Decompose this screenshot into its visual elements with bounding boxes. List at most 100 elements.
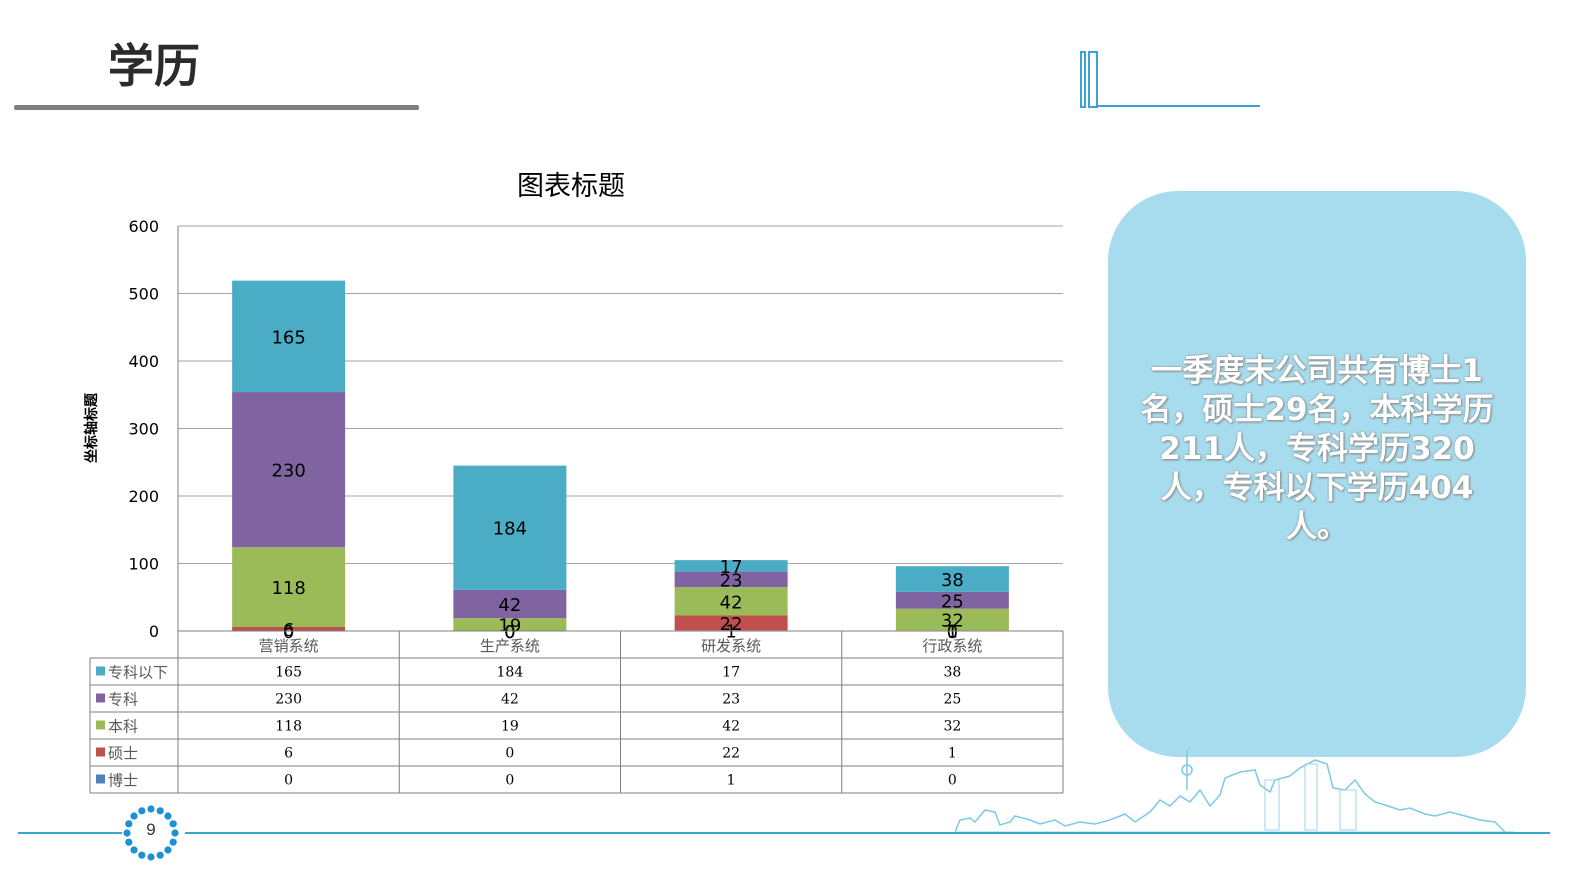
data-label: 0: [504, 622, 515, 643]
bar-segment: [232, 547, 346, 627]
y-tick-label: 300: [128, 420, 159, 439]
bar-segment: [232, 392, 346, 548]
table-cell: 22: [722, 746, 740, 762]
badge-dot: [169, 838, 177, 846]
badge-dot: [130, 846, 138, 854]
city-skyline-illustration: [955, 750, 1515, 833]
category-label: 生产系统: [480, 637, 540, 655]
page-number: 9: [146, 820, 156, 839]
footer-line-left: [18, 832, 122, 834]
y-axis-title: 坐标轴标题: [83, 392, 100, 463]
badge-dot: [130, 812, 138, 820]
data-label: 42: [498, 595, 521, 616]
bar-segment: [232, 626, 346, 631]
info-box: 一季度末公司共有博士1名，硕士29名，本科学历211人，专科学历320人，专科以…: [1108, 191, 1526, 757]
bar-segment: [895, 608, 1009, 631]
legend-key: [96, 666, 105, 676]
data-label: 0: [283, 622, 294, 643]
data-label: 118: [271, 578, 305, 599]
y-tick-label: 400: [128, 352, 159, 371]
decorative-bracket: [1080, 51, 1260, 108]
badge-dot: [138, 851, 146, 859]
table-cell: 1: [948, 746, 957, 762]
category-label: 行政系统: [922, 637, 982, 655]
legend-label: 硕士: [108, 745, 138, 763]
y-tick-label: 100: [128, 555, 159, 574]
bar-segment: [232, 280, 346, 393]
legend-label: 博士: [108, 772, 138, 790]
legend-label: 专科: [108, 691, 138, 709]
table-cell: 42: [501, 692, 519, 708]
bar-segment: [674, 615, 788, 631]
table-cell: 165: [275, 665, 302, 681]
badge-dot: [125, 820, 133, 828]
data-label: 17: [720, 557, 743, 578]
badge-dot: [147, 805, 155, 813]
legend-key: [96, 774, 105, 784]
data-label: 1: [725, 622, 736, 643]
badge-dot: [156, 851, 164, 859]
title-underline: [14, 105, 419, 110]
legend-key: [96, 747, 105, 757]
legend-label: 本科: [108, 718, 138, 736]
data-label: 25: [941, 591, 964, 612]
table-cell: 6: [284, 746, 293, 762]
y-tick-label: 200: [128, 487, 159, 506]
footer-line-right: [185, 832, 1550, 834]
table-cell: 25: [943, 692, 961, 708]
y-tick-label: 0: [149, 622, 159, 641]
table-cell: 42: [722, 719, 740, 735]
badge-dot: [123, 829, 131, 837]
badge-dot: [164, 846, 172, 854]
badge-dot: [156, 807, 164, 815]
data-label: 38: [941, 570, 964, 591]
table-cell: 0: [284, 773, 293, 789]
bar-segment: [674, 587, 788, 616]
bar-segment: [895, 566, 1009, 592]
badge-dot: [171, 829, 179, 837]
badge-dot: [147, 853, 155, 861]
bars: [232, 280, 1009, 631]
badge-dot: [169, 820, 177, 828]
info-text: 一季度末公司共有博士1名，硕士29名，本科学历211人，专科学历320人，专科以…: [1140, 352, 1494, 545]
data-label: 0: [504, 622, 515, 643]
table-cell: 38: [943, 665, 961, 681]
table-cell: 1: [727, 773, 736, 789]
bar-segment: [895, 591, 1009, 609]
y-tick-label: 500: [128, 285, 159, 304]
y-tick-label: 600: [128, 217, 159, 236]
data-label: 1: [947, 622, 958, 643]
table-cell: 184: [497, 665, 524, 681]
table-cell: 0: [505, 773, 514, 789]
y-axis-ticks: 0 100 200 300 400 500 600: [128, 217, 159, 641]
table-cell: 118: [275, 719, 302, 735]
data-label: 19: [498, 616, 521, 637]
badge-dot: [164, 812, 172, 820]
bar-segment: [674, 571, 788, 588]
data-label: 6: [283, 620, 294, 641]
badge-dot: [138, 807, 146, 815]
table-cell: 17: [722, 665, 740, 681]
table-cell: 0: [948, 773, 957, 789]
category-label: 营销系统: [259, 637, 319, 655]
bar-segment: [453, 465, 567, 590]
data-label: 42: [720, 592, 743, 613]
legend-key: [96, 720, 105, 730]
bar-segment: [453, 618, 567, 631]
legend-label: 专科以下: [108, 664, 168, 682]
table-cell: 23: [722, 692, 740, 708]
slide-title: 学历: [108, 39, 200, 93]
data-label: 0: [947, 622, 958, 643]
table-cell: 0: [505, 746, 514, 762]
badge-dot: [125, 838, 133, 846]
table-cell: 19: [501, 719, 519, 735]
page-number-badge: [123, 805, 179, 861]
table-cell: 230: [275, 692, 302, 708]
data-label: 22: [720, 614, 743, 635]
chart-title: 图表标题: [517, 171, 625, 202]
table-cell: 32: [943, 719, 961, 735]
data-label: 184: [493, 519, 527, 540]
bar-segment: [674, 560, 788, 572]
